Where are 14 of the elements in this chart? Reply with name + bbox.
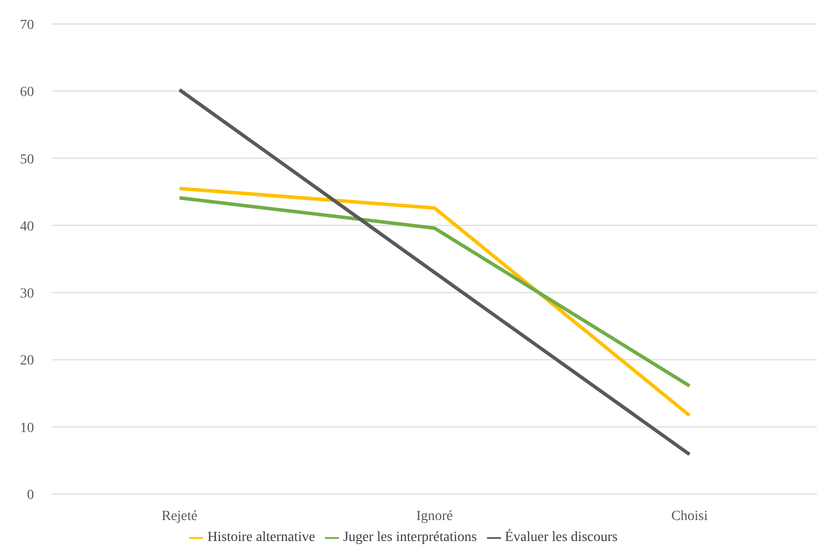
y-tick-label: 10 bbox=[20, 420, 34, 436]
y-tick-label: 0 bbox=[27, 488, 34, 503]
legend-label: Histoire alternative bbox=[207, 530, 316, 545]
y-tick-label: 40 bbox=[20, 219, 34, 234]
legend-label: Juger les interprétations bbox=[343, 530, 477, 545]
legend-label: Évaluer les discours bbox=[504, 530, 618, 545]
y-tick-label: 70 bbox=[20, 18, 34, 33]
y-tick-label: 50 bbox=[20, 152, 34, 168]
y-tick-label: 20 bbox=[20, 354, 34, 369]
x-tick-label: Ignoré bbox=[416, 508, 453, 524]
y-tick-label: 30 bbox=[20, 286, 34, 302]
x-tick-label: Rejeté bbox=[162, 508, 198, 524]
y-tick-label: 60 bbox=[20, 85, 34, 100]
x-tick-label: Choisi bbox=[671, 508, 708, 524]
